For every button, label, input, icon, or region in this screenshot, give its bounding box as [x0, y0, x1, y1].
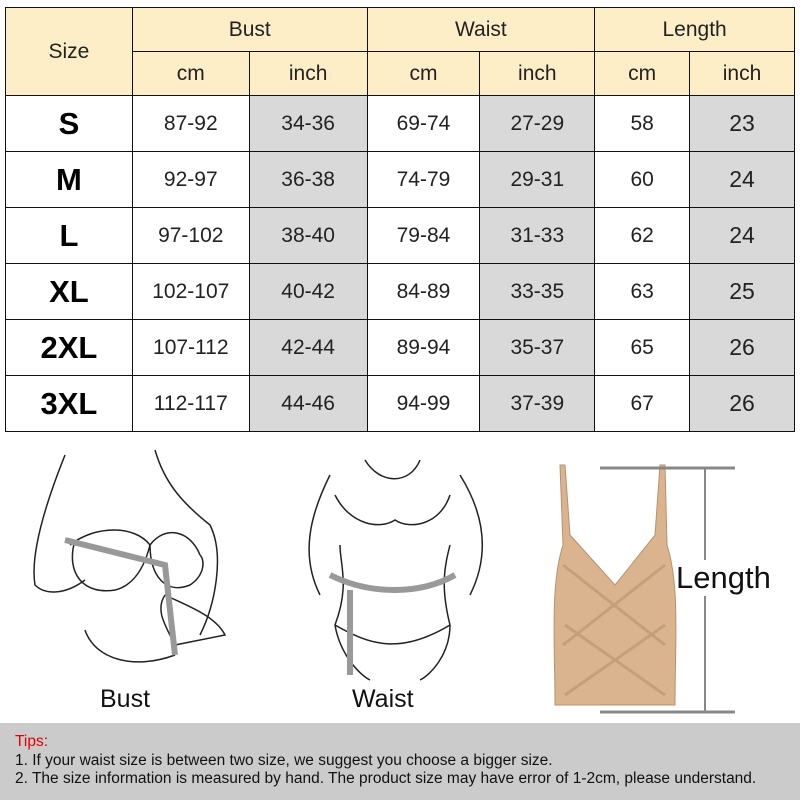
- value-cell: 35-37: [479, 319, 596, 376]
- value-cell: 63: [594, 263, 691, 320]
- unit-header: inch: [689, 51, 795, 96]
- waist-label: Waist: [352, 685, 414, 713]
- value-cell: 102-107: [131, 263, 250, 320]
- camisole-product-image: [553, 464, 677, 706]
- value-cell: 38-40: [248, 207, 368, 264]
- unit-header: inch: [479, 51, 596, 96]
- tip-1: 1. If your waist size is between two siz…: [15, 752, 553, 769]
- value-cell: 79-84: [366, 207, 481, 264]
- value-cell: 58: [594, 95, 691, 152]
- value-cell: 60: [594, 151, 691, 208]
- value-cell: 36-38: [248, 151, 368, 208]
- value-cell: 27-29: [479, 95, 596, 152]
- value-cell: 65: [594, 319, 691, 376]
- value-cell: 97-102: [131, 207, 250, 264]
- value-cell: 74-79: [366, 151, 481, 208]
- value-cell: 44-46: [248, 375, 368, 432]
- value-cell: 25: [689, 263, 795, 320]
- value-cell: 23: [689, 95, 795, 152]
- table-row: 2XL 107-112 42-44 89-94 35-37 65 26: [5, 319, 795, 376]
- tip-2: 2. The size information is measured by h…: [15, 770, 757, 787]
- unit-header: cm: [366, 51, 481, 96]
- value-cell: 67: [594, 375, 691, 432]
- value-cell: 69-74: [366, 95, 481, 152]
- value-cell: 94-99: [366, 375, 481, 432]
- size-cell: 2XL: [5, 319, 133, 376]
- bust-header: Bust: [131, 7, 368, 52]
- tips-title: Tips:: [15, 733, 49, 750]
- value-cell: 24: [689, 151, 795, 208]
- value-cell: 42-44: [248, 319, 368, 376]
- value-cell: 112-117: [131, 375, 250, 432]
- value-cell: 40-42: [248, 263, 368, 320]
- value-cell: 26: [689, 319, 795, 376]
- size-cell: XL: [5, 263, 133, 320]
- table-row: M 92-97 36-38 74-79 29-31 60 24: [5, 151, 795, 208]
- value-cell: 37-39: [479, 375, 596, 432]
- size-cell: S: [5, 95, 133, 152]
- table-row: XL 102-107 40-42 84-89 33-35 63 25: [5, 263, 795, 320]
- table-row: S 87-92 34-36 69-74 27-29 58 23: [5, 95, 795, 152]
- value-cell: 26: [689, 375, 795, 432]
- bust-label: Bust: [100, 685, 151, 713]
- value-cell: 24: [689, 207, 795, 264]
- table-row: 3XL 112-117 44-46 94-99 37-39 67 26: [5, 375, 795, 432]
- unit-header: cm: [131, 51, 250, 96]
- unit-header: cm: [594, 51, 691, 96]
- value-cell: 84-89: [366, 263, 481, 320]
- value-cell: 62: [594, 207, 691, 264]
- bust-measure-illustration: [33, 449, 227, 663]
- waist-measure-illustration: [308, 459, 484, 681]
- value-cell: 107-112: [131, 319, 250, 376]
- table-row: L 97-102 38-40 79-84 31-33 62 24: [5, 207, 795, 264]
- value-cell: 87-92: [131, 95, 250, 152]
- value-cell: 31-33: [479, 207, 596, 264]
- length-header: Length: [594, 7, 795, 52]
- value-cell: 29-31: [479, 151, 596, 208]
- value-cell: 89-94: [366, 319, 481, 376]
- size-chart-table: Size Bust Waist Length cm inch cm inch cm inc…: [5, 7, 795, 432]
- value-cell: 33-35: [479, 263, 596, 320]
- value-cell: 92-97: [131, 151, 250, 208]
- value-cell: 34-36: [248, 95, 368, 152]
- size-header: Size: [5, 7, 133, 96]
- size-cell: L: [5, 207, 133, 264]
- length-label: Length: [676, 560, 771, 596]
- waist-header: Waist: [366, 7, 596, 52]
- size-cell: 3XL: [5, 375, 133, 432]
- tips-panel: Tips: 1. If your waist size is between t…: [0, 723, 800, 800]
- size-cell: M: [5, 151, 133, 208]
- unit-header: inch: [248, 51, 368, 96]
